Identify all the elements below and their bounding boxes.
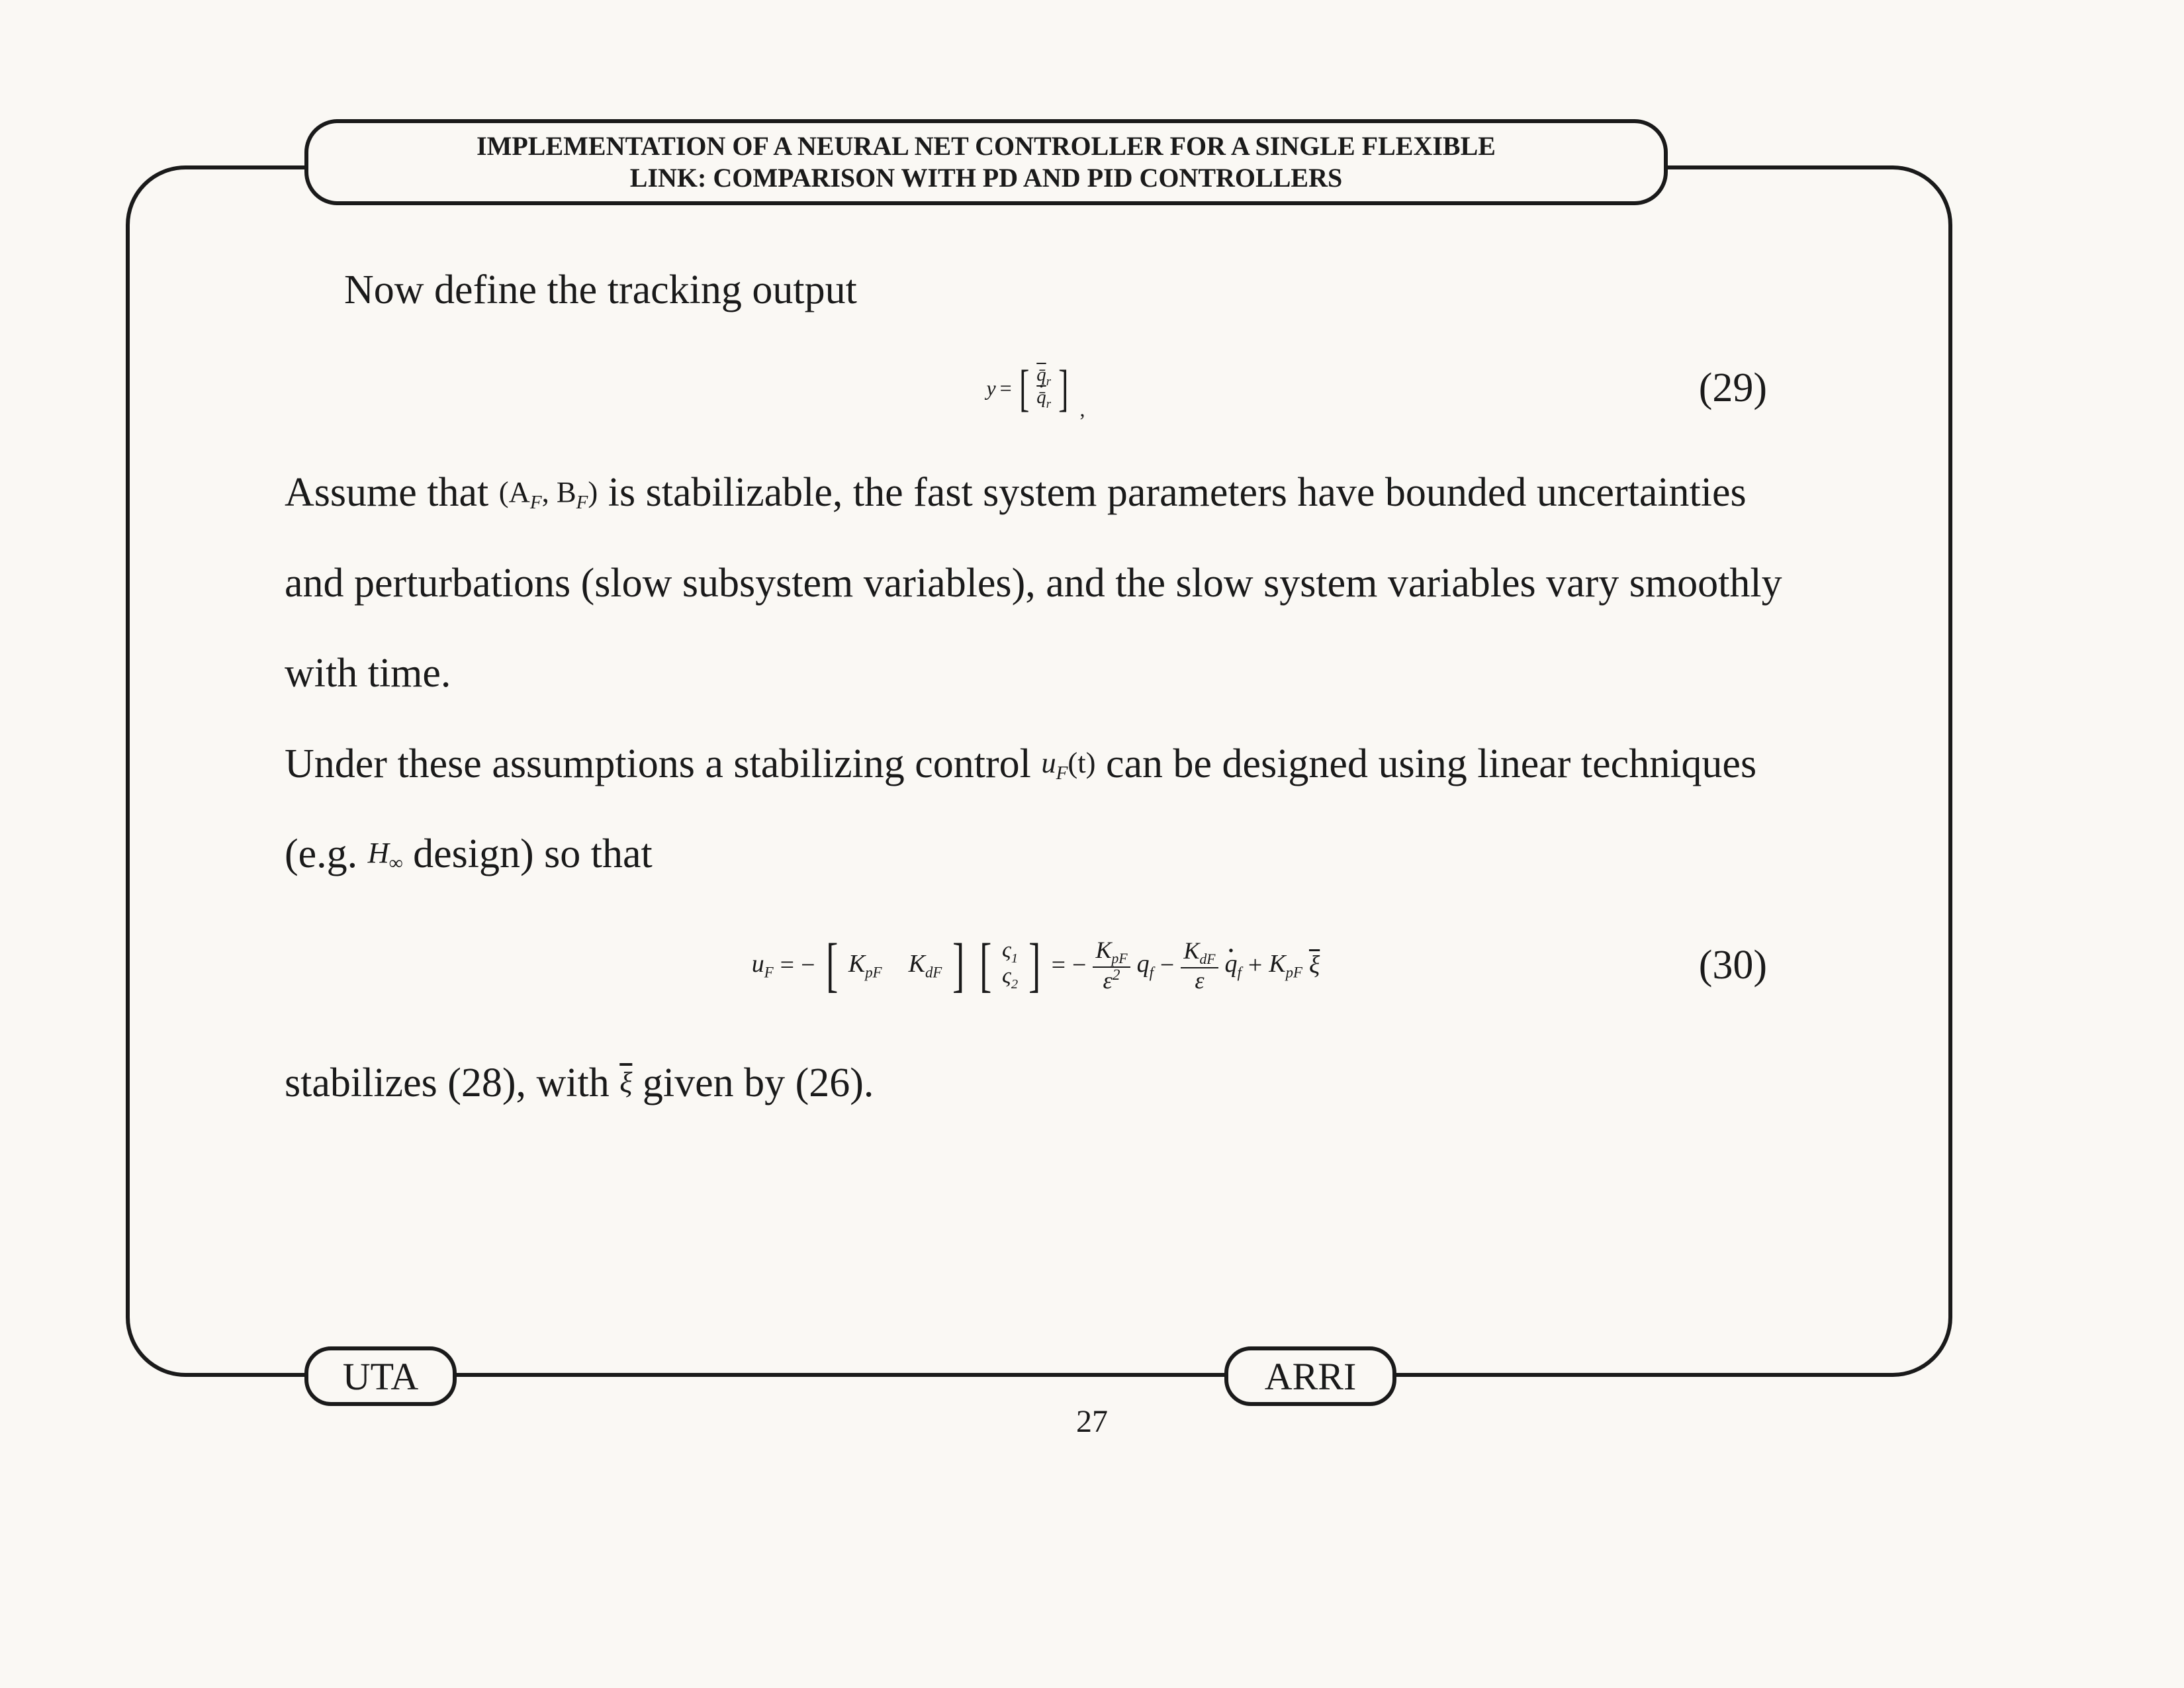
p2-close-paren: ) xyxy=(588,475,598,508)
footer-left-cartouche: UTA xyxy=(304,1346,457,1406)
eq30-eps1: ε xyxy=(1103,967,1113,994)
eq30-q1: q xyxy=(1137,950,1150,978)
p3-Hinf: H∞ xyxy=(368,836,403,869)
eq30-s2: ς2 xyxy=(1002,965,1018,991)
eq30-K5: K xyxy=(1269,950,1285,978)
eq30-q1-sub: f xyxy=(1150,964,1154,981)
eq30-K2: K xyxy=(909,950,925,978)
eq30-s1: ς1 xyxy=(1002,939,1018,965)
eq30-qf: qf xyxy=(1137,949,1154,982)
footer-right-cartouche: ARRI xyxy=(1224,1346,1396,1406)
minus-sign-1: − xyxy=(801,951,815,980)
eq29-qbardot: q̄ xyxy=(1036,388,1046,407)
eq29-comma: , xyxy=(1080,397,1085,422)
p2-A: (A xyxy=(499,475,530,508)
eq29-lhs: y xyxy=(986,376,995,400)
title-line-1: IMPLEMENTATION OF A NEURAL NET CONTROLLE… xyxy=(477,130,1496,162)
footer-right-label: ARRI xyxy=(1265,1354,1357,1399)
right-bracket-1-icon: ] xyxy=(952,941,964,990)
eq30-s2-sub: 2 xyxy=(1011,977,1018,992)
eq30-u: uF xyxy=(752,949,774,982)
equals-sign-2: = xyxy=(1052,951,1066,980)
p3-text-a: Under these assumptions a stabilizing co… xyxy=(285,741,1041,786)
right-bracket-icon: ] xyxy=(1058,368,1068,408)
eq30-frac1: KpF ε2 xyxy=(1093,938,1130,992)
eq30-frac1-num: KpF xyxy=(1093,938,1130,966)
eq30-s1-sym: ς xyxy=(1002,938,1011,962)
equals-sign: = xyxy=(1000,376,1012,400)
eq30-K1: K xyxy=(848,950,865,978)
equation-29-row: y = [ q̄r q̄r ] , (29) xyxy=(285,348,1787,428)
eq30-xibar: ξ xyxy=(1309,951,1320,980)
page-number: 27 xyxy=(0,1403,2184,1440)
eq30-frac2-num: KdF xyxy=(1181,939,1218,967)
eq30-KpF-2: KpF xyxy=(1269,949,1302,982)
equation-30-number: (30) xyxy=(1699,942,1767,989)
eq30-qfdot: qf xyxy=(1225,949,1242,982)
p3-H: H xyxy=(368,836,389,869)
eq30-KdF: KdF xyxy=(909,949,942,982)
minus-sign-3: − xyxy=(1160,951,1174,980)
eq30-K4: K xyxy=(1183,937,1199,964)
eq29-r-sub-1: r xyxy=(1046,375,1051,389)
eq30-qdot: q xyxy=(1225,949,1238,978)
equation-29-number: (29) xyxy=(1699,365,1767,412)
eq30-K2-sub: dF xyxy=(925,964,942,981)
eq29-r-sub-2: r xyxy=(1046,397,1051,411)
left-bracket-2-icon: [ xyxy=(979,941,991,990)
p4-text-b: given by (26). xyxy=(632,1060,874,1105)
left-bracket-icon: [ xyxy=(1019,368,1029,408)
p3-u-sub: F xyxy=(1056,763,1068,784)
content-area: Now define the tracking output y = [ q̄r… xyxy=(285,245,1787,1129)
paragraph-2: Assume that (AF, BF) is stabilizable, th… xyxy=(285,447,1787,718)
paragraph-3: Under these assumptions a stabilizing co… xyxy=(285,719,1787,900)
eq30-frac2-den: ε xyxy=(1192,968,1206,992)
p2-B-sub: F xyxy=(576,492,588,513)
eq29-column: q̄r q̄r xyxy=(1036,365,1051,411)
eq30-frac2: KdF ε xyxy=(1181,939,1218,992)
equation-29: y = [ q̄r q̄r ] , xyxy=(986,365,1085,411)
eq30-u-sym: u xyxy=(752,950,764,978)
p2-math: (AF, BF) xyxy=(499,475,598,508)
page: IMPLEMENTATION OF A NEURAL NET CONTROLLE… xyxy=(0,0,2184,1688)
paragraph-1: Now define the tracking output xyxy=(285,245,1787,335)
plus-sign: + xyxy=(1248,951,1262,980)
eq30-s2-sym: ς xyxy=(1002,964,1011,988)
title-cartouche: IMPLEMENTATION OF A NEURAL NET CONTROLLE… xyxy=(304,119,1668,205)
eq30-frac1-den: ε2 xyxy=(1101,968,1123,992)
eq30-qdot-sub: f xyxy=(1238,964,1242,981)
eq30-K3: K xyxy=(1095,937,1111,963)
eq30-u-sub: F xyxy=(764,964,774,981)
p3-u-arg: (t) xyxy=(1068,746,1095,779)
paragraph-4: stabilizes (28), with ξ given by (26). xyxy=(285,1038,1787,1128)
eq30-K1-sub: pF xyxy=(865,964,882,981)
left-bracket-1-icon: [ xyxy=(826,941,838,990)
p3-u: u xyxy=(1041,746,1056,779)
footer-left-label: UTA xyxy=(343,1354,419,1399)
eq30-s1-sub: 1 xyxy=(1011,951,1018,966)
eq30-K5-sub: pF xyxy=(1286,964,1302,981)
title-line-2: LINK: COMPARISON WITH PD AND PID CONTROL… xyxy=(630,162,1342,194)
p2-A-sub: F xyxy=(530,492,542,513)
eq30-KpF: KpF xyxy=(848,949,882,982)
p2-text-a: Assume that xyxy=(285,470,499,515)
eq29-row2: q̄r xyxy=(1036,388,1051,410)
right-bracket-2-icon: ] xyxy=(1028,941,1040,990)
p3-inf: ∞ xyxy=(389,853,403,874)
eq30-eps1-sup: 2 xyxy=(1113,966,1120,984)
equation-30-row: uF = − [ KpF KdF ] [ ς1 ς2 ] = − KpF xyxy=(285,912,1787,1018)
equation-30: uF = − [ KpF KdF ] [ ς1 ς2 ] = − KpF xyxy=(752,938,1320,992)
p4-xibar: ξ xyxy=(619,1066,632,1099)
eq30-K3-sub: pF xyxy=(1112,951,1128,967)
p3-uF: uF(t) xyxy=(1041,746,1095,779)
p3-text-c: design) so that xyxy=(403,831,653,876)
p4-text-a: stabilizes (28), with xyxy=(285,1060,619,1105)
equals-sign-1: = xyxy=(780,951,794,980)
eq30-K4-sub: dF xyxy=(1199,951,1215,967)
p2-B: , B xyxy=(542,475,576,508)
eq30-vec: ς1 ς2 xyxy=(1002,939,1018,992)
minus-sign-2: − xyxy=(1072,951,1086,980)
